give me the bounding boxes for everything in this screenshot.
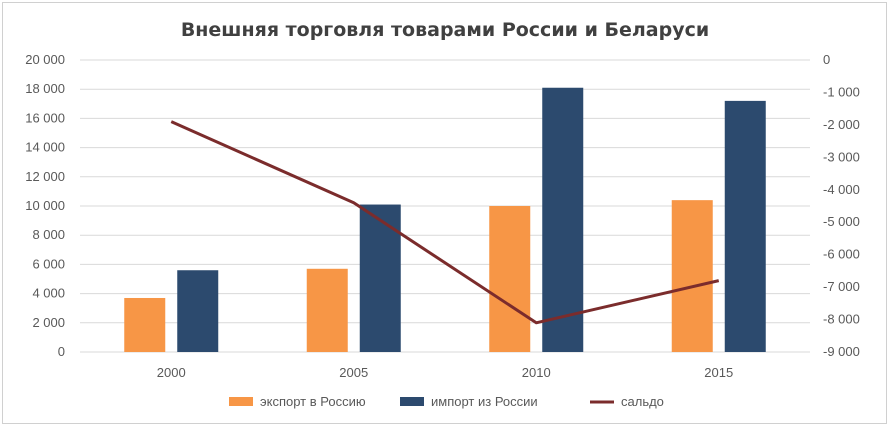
right-tick-label: -2 000: [823, 117, 860, 132]
export-bar-2015: [671, 200, 713, 352]
left-tick-label: 20 000: [25, 52, 65, 67]
left-tick-label: 14 000: [25, 140, 65, 155]
legend-label-saldo: сальдо: [621, 394, 664, 409]
right-tick-label: -4 000: [823, 182, 860, 197]
right-tick-label: -3 000: [823, 149, 860, 164]
right-tick-label: -7 000: [823, 279, 860, 294]
legend-swatch-import: [400, 397, 424, 406]
import-bar-2005: [359, 204, 401, 352]
left-tick-label: 12 000: [25, 169, 65, 184]
right-tick-label: -9 000: [823, 344, 860, 359]
left-tick-label: 6 000: [32, 256, 65, 271]
right-tick-label: -8 000: [823, 312, 860, 327]
x-tick-label: 2005: [339, 365, 368, 380]
left-tick-label: 18 000: [25, 81, 65, 96]
left-tick-label: 10 000: [25, 198, 65, 213]
import-bar-2010: [542, 87, 584, 353]
left-axis: 20 000 18 000 16 000 14 000 12 000 10 000 8 00…: [25, 52, 65, 359]
left-tick-label: 0: [58, 344, 65, 359]
export-bar-2010: [489, 206, 531, 352]
chart-title: Внешняя торговля товарами России и Белар…: [181, 19, 709, 41]
bars: [124, 87, 766, 353]
legend: экспорт в Россию импорт из России сальдо: [229, 394, 664, 409]
legend-label-import: импорт из России: [431, 394, 538, 409]
right-tick-label: -1 000: [823, 84, 860, 99]
left-tick-label: 4 000: [32, 286, 65, 301]
export-bar-2005: [306, 268, 348, 352]
saldo-line-path: [170, 120, 720, 325]
right-tick-label: -5 000: [823, 214, 860, 229]
import-bar-2000: [177, 270, 219, 352]
legend-swatch-export: [229, 397, 253, 406]
x-tick-label: 2010: [522, 365, 551, 380]
right-axis: 0 -1 000 -2 000 -3 000 -4 000 -5 000 -6 000 -7 …: [823, 52, 860, 359]
x-tick-label: 2000: [157, 365, 186, 380]
saldo-line: [170, 120, 720, 325]
right-tick-label: 0: [823, 52, 830, 67]
x-tick-label: 2015: [704, 365, 733, 380]
x-axis: 2000 2005 2010 2015: [157, 365, 733, 380]
export-bar-2000: [124, 297, 166, 352]
left-tick-label: 8 000: [32, 227, 65, 242]
left-tick-label: 2 000: [32, 315, 65, 330]
right-tick-label: -6 000: [823, 247, 860, 262]
legend-label-export: экспорт в Россию: [260, 394, 366, 409]
import-bar-2015: [724, 100, 766, 352]
left-tick-label: 16 000: [25, 110, 65, 125]
